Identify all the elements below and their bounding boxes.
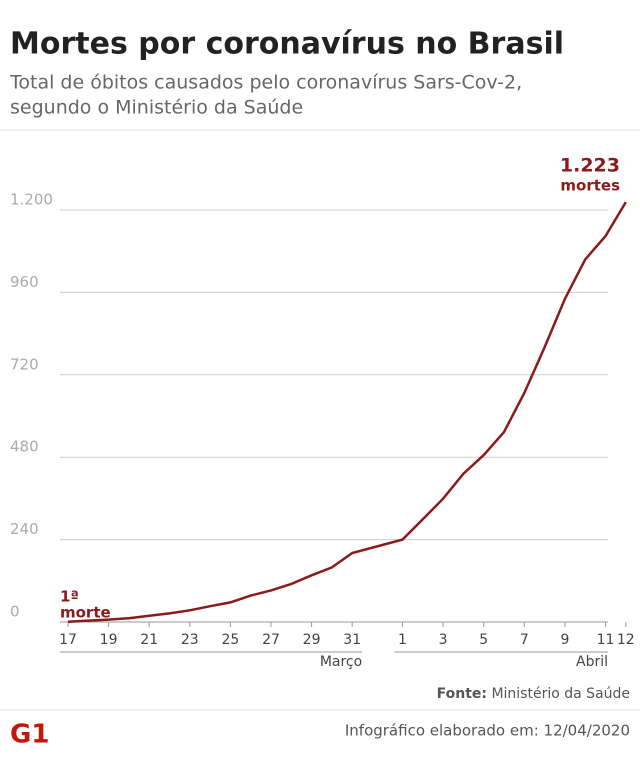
x-tick-label: 5 (479, 632, 488, 648)
x-tick-label: 19 (100, 632, 118, 648)
annotation: morte (60, 604, 111, 622)
y-tick-label: 1.200 (10, 191, 53, 209)
x-tick-label: 25 (221, 632, 239, 648)
y-tick-label: 0 (10, 603, 20, 621)
subtitle: segundo o Ministério da Saúde (10, 97, 303, 119)
line (67, 201, 627, 623)
logo: G1 (10, 720, 49, 750)
subtitle: Total de óbitos causados pelo coronavíru… (9, 72, 522, 94)
month-label: Abril (576, 654, 608, 670)
x-tick-label: 23 (181, 632, 199, 648)
source: Fonte: Ministério da Saúde (437, 686, 630, 702)
y-tick-label: 720 (10, 355, 39, 373)
x-tick-label: 31 (343, 632, 361, 648)
x-tick-label: 7 (520, 632, 529, 648)
x-tick-label: 17 (59, 632, 77, 648)
source-label: Fonte: (437, 686, 487, 702)
x-tick-label: 9 (560, 632, 569, 648)
annotation: 1ª (60, 588, 79, 606)
x-tick-label: 27 (262, 632, 280, 648)
month-label: Março (320, 654, 362, 670)
x-tick-label: 12 (617, 632, 635, 648)
annotation: mortes (560, 177, 620, 195)
footer: Infográfico elaborado em: 12/04/2020 (345, 722, 630, 740)
y-tick-label: 240 (10, 520, 39, 538)
x-tick-label: 11 (597, 632, 615, 648)
chart-title: Mortes por coronavírus no Brasil (10, 27, 564, 62)
x-tick-label: 21 (140, 632, 158, 648)
annotation: 1.223 (560, 155, 620, 177)
x-tick-label: 29 (303, 632, 321, 648)
x-tick-label: 1 (398, 632, 407, 648)
source-text: Ministério da Saúde (491, 686, 630, 702)
x-tick-label: 3 (439, 632, 448, 648)
y-tick-label: 480 (10, 438, 39, 456)
y-tick-label: 960 (10, 273, 39, 291)
